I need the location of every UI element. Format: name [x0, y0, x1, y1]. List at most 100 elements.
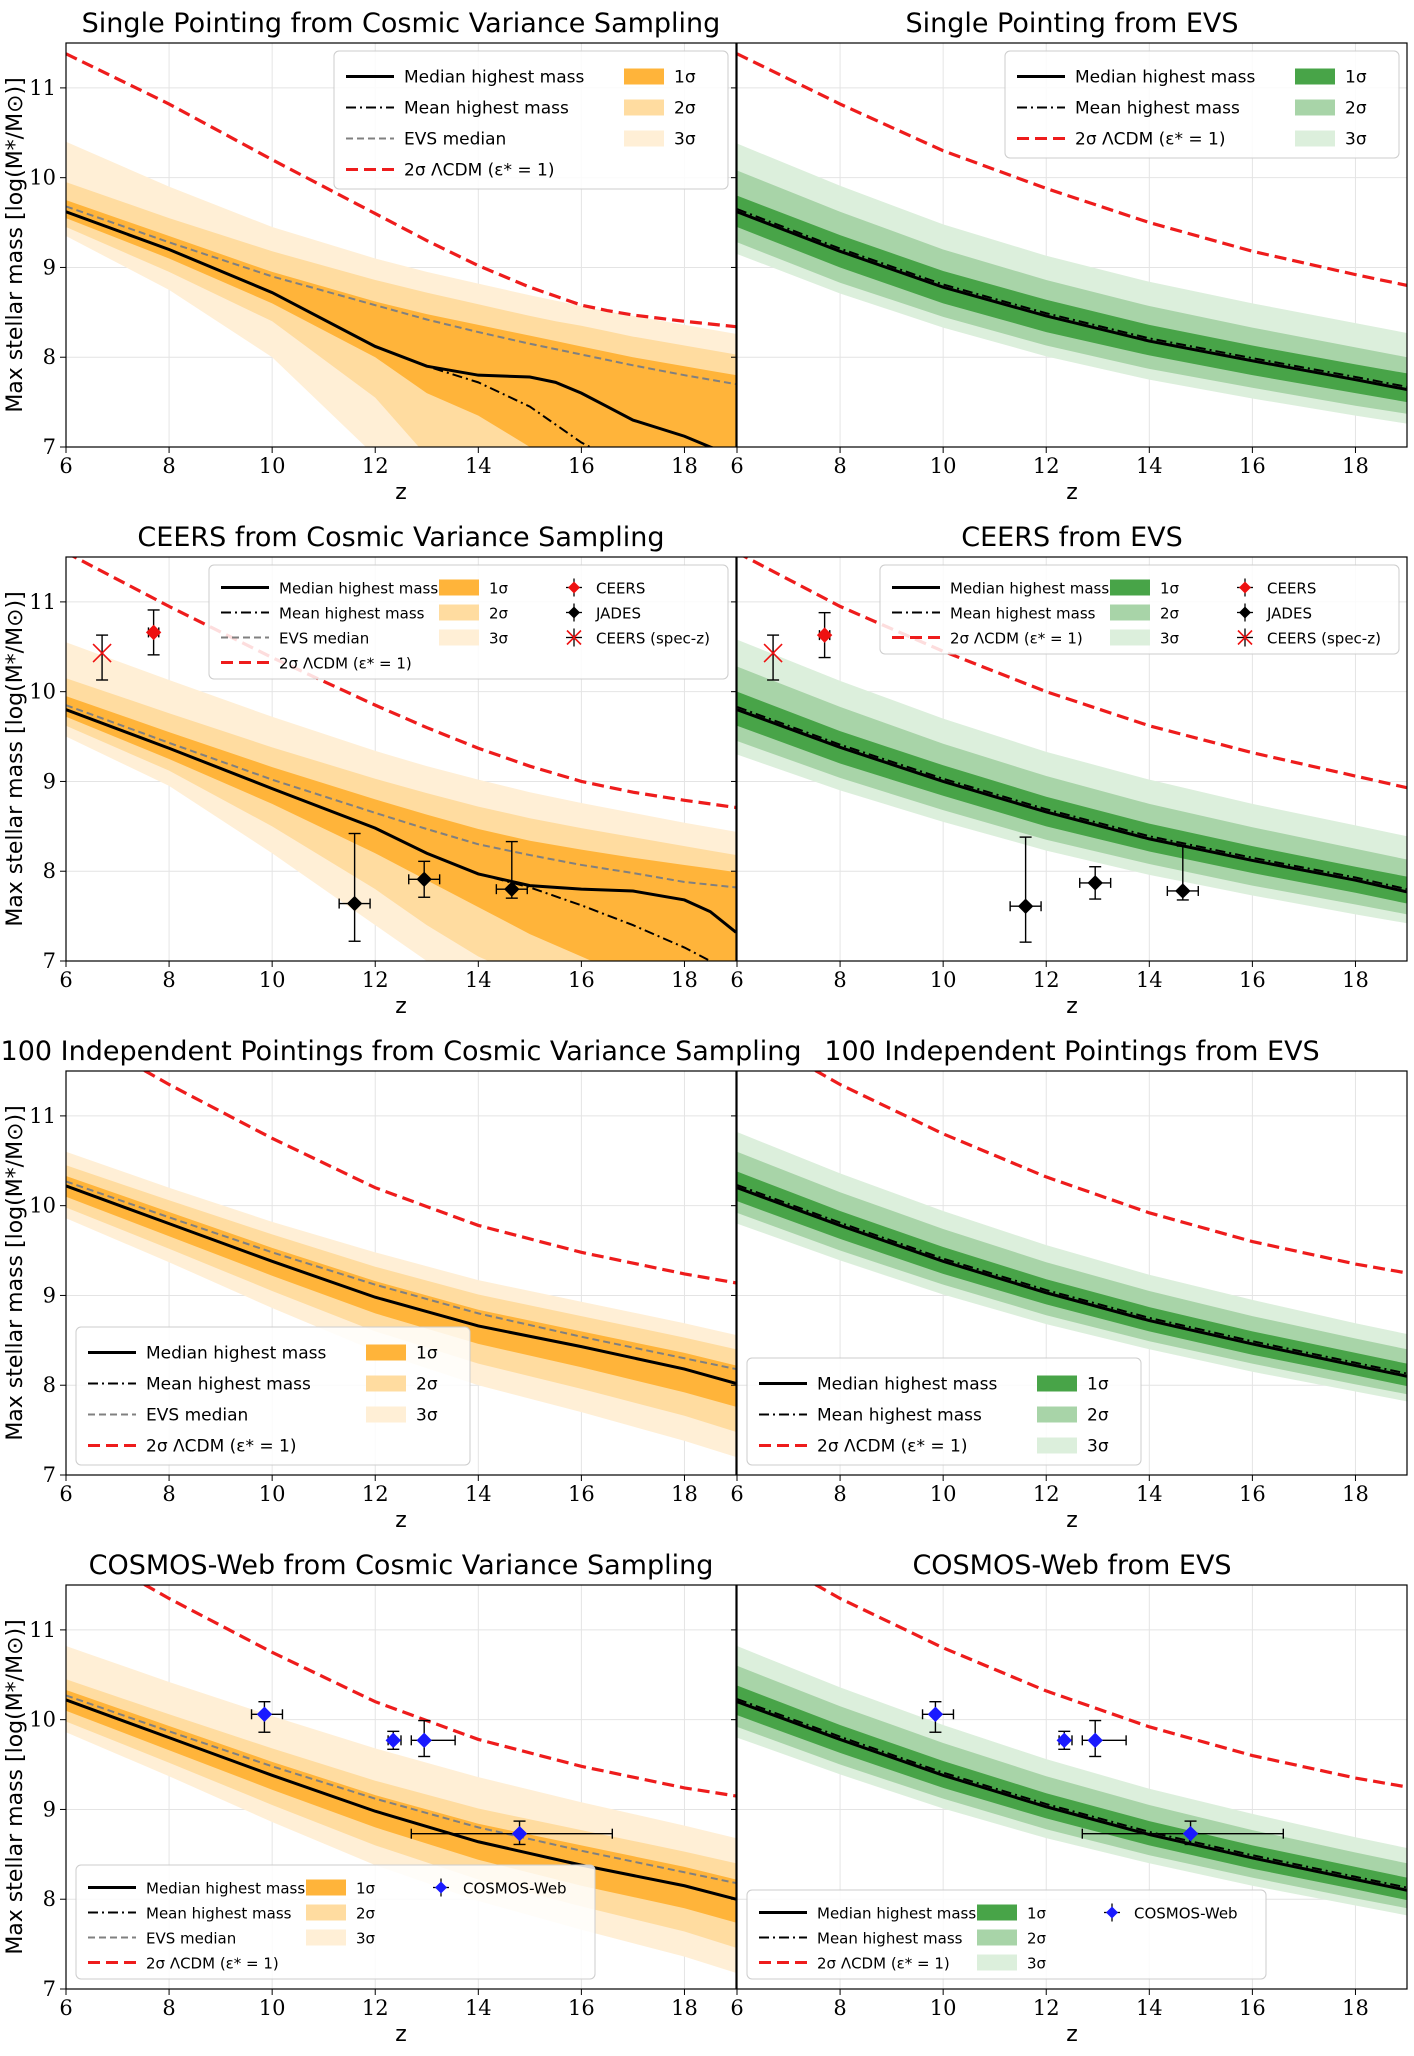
- x-tick-label: 8: [833, 968, 846, 992]
- x-tick-label: 16: [568, 1482, 595, 1506]
- plot-frame: [65, 556, 737, 962]
- data-point-cosmos: [1081, 1820, 1285, 1846]
- legend-label-lcdm: 2σ ΛCDM (ε* = 1): [950, 630, 1083, 648]
- x-tick-label: 12: [362, 1996, 389, 2020]
- legend-label-mean: Mean highest mass: [950, 605, 1096, 623]
- chart-title: Single Pointing from EVS: [905, 8, 1238, 39]
- x-tick-label: 8: [833, 1996, 846, 2020]
- y-tick-label: 7: [43, 1977, 56, 2001]
- legend-swatch-s3: [977, 1954, 1017, 1971]
- plot-area: [737, 52, 1407, 424]
- legend-label-s1: 1σ: [1160, 580, 1180, 598]
- x-tick-label: 8: [162, 1482, 175, 1506]
- data-point-ceers_specz: [763, 634, 783, 681]
- legend-label-mean: Mean highest mass: [146, 1905, 292, 1923]
- x-tick-label: 14: [465, 1996, 492, 2020]
- x-tick-label: 8: [162, 968, 175, 992]
- plot-area: [737, 1071, 1407, 1402]
- y-tick-label: 10: [29, 680, 56, 704]
- y-tick-label: 10: [29, 166, 56, 190]
- x-tick-label: 12: [362, 968, 389, 992]
- legend-swatch-s2: [1110, 604, 1150, 621]
- x-tick-label: 14: [465, 1482, 492, 1506]
- y-axis-label: Max stellar mass [log(M*/M⊙)]: [3, 1619, 28, 1954]
- y-tick-label: 11: [29, 1618, 56, 1642]
- legend-swatch-s3: [1037, 1437, 1077, 1454]
- legend-swatch-s3: [366, 1406, 406, 1423]
- plot-area: [66, 52, 736, 447]
- legend-swatch-s1: [624, 68, 664, 85]
- y-axis-label: Max stellar mass [log(M*/M⊙)]: [3, 1105, 28, 1440]
- legend: Median highest mass Mean highest mass 2σ Λ…: [1004, 50, 1400, 159]
- chart-title: CEERS from EVS: [961, 522, 1183, 553]
- chart-panel: 100 Independent Pointings from Cosmic Va…: [1, 1036, 802, 1533]
- legend-label-mean: Mean highest mass: [817, 1406, 982, 1426]
- x-tick-label: 16: [1239, 454, 1266, 478]
- x-axis-label: z: [1066, 994, 1078, 1019]
- legend-label-s2: 2σ: [674, 99, 696, 119]
- legend-label-s3: 3σ: [1345, 130, 1367, 150]
- legend-swatch-s2: [306, 1904, 346, 1921]
- y-tick-label: 8: [43, 1373, 56, 1397]
- legend-swatch-s3: [624, 130, 664, 147]
- x-marker: [763, 643, 783, 663]
- diamond-marker: [145, 624, 162, 641]
- evs-median-line: [66, 205, 736, 386]
- median-line: [737, 210, 1407, 392]
- x-tick-label: 10: [259, 1482, 286, 1506]
- legend-label-s1: 1σ: [1087, 1375, 1109, 1395]
- legend-label-lcdm: 2σ ΛCDM (ε* = 1): [146, 1437, 296, 1457]
- lcdm-line: [71, 557, 736, 810]
- x-tick-label: 10: [930, 1482, 957, 1506]
- chart-panel: Single Pointing from Cosmic Variance Sam…: [3, 8, 737, 505]
- legend-label-cosmos: COSMOS-Web: [463, 1880, 567, 1898]
- legend-label-median: Median highest mass: [146, 1344, 327, 1364]
- y-tick-label: 8: [43, 859, 56, 883]
- legend-label-evs_median: EVS median: [279, 630, 369, 648]
- legend-marker-ceers_specz: [566, 629, 582, 646]
- x-tick-label: 14: [1136, 1482, 1163, 1506]
- data-point-cosmos: [1056, 1730, 1073, 1750]
- lcdm-line: [813, 1071, 1407, 1275]
- legend-label-evs_median: EVS median: [146, 1406, 248, 1426]
- legend-swatch-s2: [1037, 1406, 1077, 1423]
- data-point-jades: [338, 832, 371, 942]
- legend-label-median: Median highest mass: [950, 580, 1109, 598]
- plot-frame: [736, 42, 1408, 448]
- data-point-cosmos: [921, 1701, 955, 1733]
- legend-label-lcdm: 2σ ΛCDM (ε* = 1): [404, 161, 554, 181]
- legend-label-s3: 3σ: [1160, 630, 1180, 648]
- legend-swatch-s2: [366, 1375, 406, 1392]
- x-tick-label: 14: [1136, 454, 1163, 478]
- median-line: [737, 708, 1407, 894]
- x-tick-label: 6: [59, 1482, 72, 1506]
- mean-line: [737, 1184, 1407, 1375]
- chart-title: 100 Independent Pointings from Cosmic Va…: [1, 1036, 802, 1067]
- legend-swatch-s3: [1110, 629, 1150, 646]
- y-tick-label: 9: [43, 1283, 56, 1307]
- data-point-cosmos: [1081, 1719, 1127, 1758]
- chart-panel: CEERS from Cosmic Variance Sampling 6 8 10 1…: [3, 522, 737, 1019]
- legend-label-s3: 3σ: [489, 630, 509, 648]
- legend: Median highest mass Mean highest mass EVS …: [75, 1864, 596, 1980]
- diamond-marker: [416, 871, 432, 888]
- y-axis-label: Max stellar mass [log(M*/M⊙)]: [3, 77, 28, 412]
- chart-panel: COSMOS-Web from EVS 6 8 10 12 14 16 18 z Median h…: [730, 1550, 1408, 2047]
- legend-marker-jades: [1239, 606, 1251, 619]
- mean-line: [737, 705, 1407, 891]
- lcdm-line: [66, 52, 736, 329]
- median-line: [66, 1698, 736, 1901]
- x-axis-label: z: [1066, 1508, 1078, 1533]
- legend-label-evs_median: EVS median: [404, 130, 506, 150]
- x-tick-label: 14: [1136, 968, 1163, 992]
- x-tick-label: 16: [568, 454, 595, 478]
- x-tick-label: 16: [1239, 968, 1266, 992]
- chart-panel: Single Pointing from EVS 6 8 10 12 14 16 18 z Med…: [730, 8, 1408, 505]
- mean-line: [737, 208, 1407, 388]
- legend-label-lcdm: 2σ ΛCDM (ε* = 1): [817, 1437, 967, 1457]
- band-1sigma: [66, 200, 736, 447]
- legend-label-mean: Mean highest mass: [146, 1375, 311, 1395]
- data-point-ceers_specz: [92, 634, 112, 681]
- data-point-jades: [1166, 845, 1199, 901]
- x-axis-label: z: [395, 1508, 407, 1533]
